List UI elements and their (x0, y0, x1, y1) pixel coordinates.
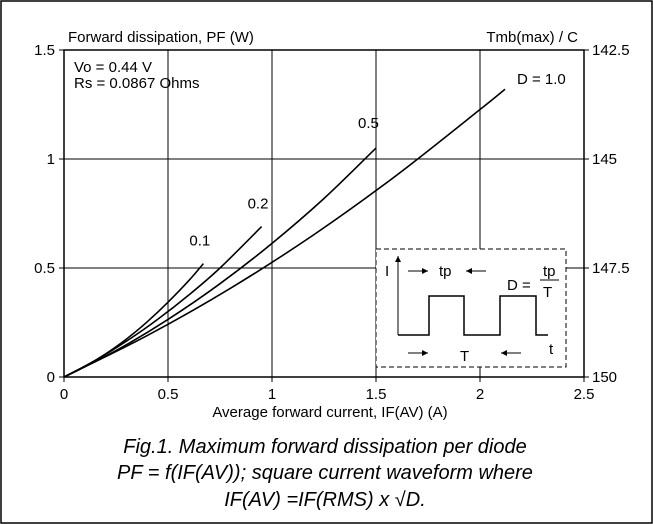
inset-square-wave (398, 295, 548, 336)
inset-tp-label: tp (439, 263, 452, 280)
grid (59, 49, 589, 382)
right-tick-label: 142.5 (592, 42, 630, 59)
y-tick-label: 0.5 (34, 260, 55, 277)
series-line (63, 88, 506, 378)
inset-waveform: I t tp T D = tp T (375, 248, 567, 368)
right-axis-title: Tmb(max) / C (486, 29, 578, 46)
inset-t-label: t (549, 341, 554, 358)
caption-line-2: PF = f(IF(AV)); square current waveform … (117, 462, 533, 484)
x-tick-label: 2.5 (574, 386, 595, 403)
curves: 0.1 0.2 0.5 D = 1.0 (63, 71, 566, 378)
x-tick-label: 2 (476, 386, 484, 403)
series-label: D = 1.0 (517, 71, 566, 88)
y-tick-label: 1.5 (34, 42, 55, 59)
param-rs: Rs = 0.0867 Ohms (74, 75, 199, 92)
x-tick-label: 1 (268, 386, 276, 403)
caption-line-1: Fig.1. Maximum forward dissipation per d… (123, 436, 527, 458)
inset-formula-numerator: tp (543, 263, 556, 280)
x-tick-label: 0.5 (158, 386, 179, 403)
inset-y-arrow (395, 256, 401, 262)
tp-left-arrow (422, 268, 428, 274)
param-vo: Vo = 0.44 V (74, 59, 152, 76)
series-line (63, 263, 205, 378)
y-tick-label: 0 (47, 369, 55, 386)
right-tick-label: 145 (592, 151, 617, 168)
series-line (63, 226, 263, 378)
inset-period-label: T (460, 348, 469, 365)
inset-formula-prefix: D = (507, 277, 531, 294)
y-tick-label: 1 (47, 151, 55, 168)
series-label: 0.2 (248, 196, 269, 213)
tp-right-arrow (466, 268, 472, 274)
tick-labels: 0 0.5 1 1.5 2 2.5 0 150 0.5 147.5 1 145 1.5 142.5 (34, 42, 629, 403)
inset-i-label: I (385, 263, 389, 280)
period-right-arrow (501, 350, 507, 356)
period-left-arrow (422, 350, 428, 356)
series-label: 0.1 (189, 233, 210, 250)
inset-frame (375, 248, 567, 368)
x-tick-label: 1.5 (366, 386, 387, 403)
x-axis-label: Average forward current, IF(AV) (A) (212, 404, 447, 421)
inset-formula-denominator: T (543, 284, 552, 301)
plot-frame (63, 49, 585, 378)
series-label: 0.5 (358, 115, 379, 132)
series-line (63, 147, 377, 378)
caption-line-3: IF(AV) =IF(RMS) x √D. (224, 489, 426, 511)
x-tick-label: 0 (60, 386, 68, 403)
right-tick-label: 150 (592, 369, 617, 386)
right-tick-label: 147.5 (592, 260, 630, 277)
chart-title: Forward dissipation, PF (W) (68, 29, 254, 46)
